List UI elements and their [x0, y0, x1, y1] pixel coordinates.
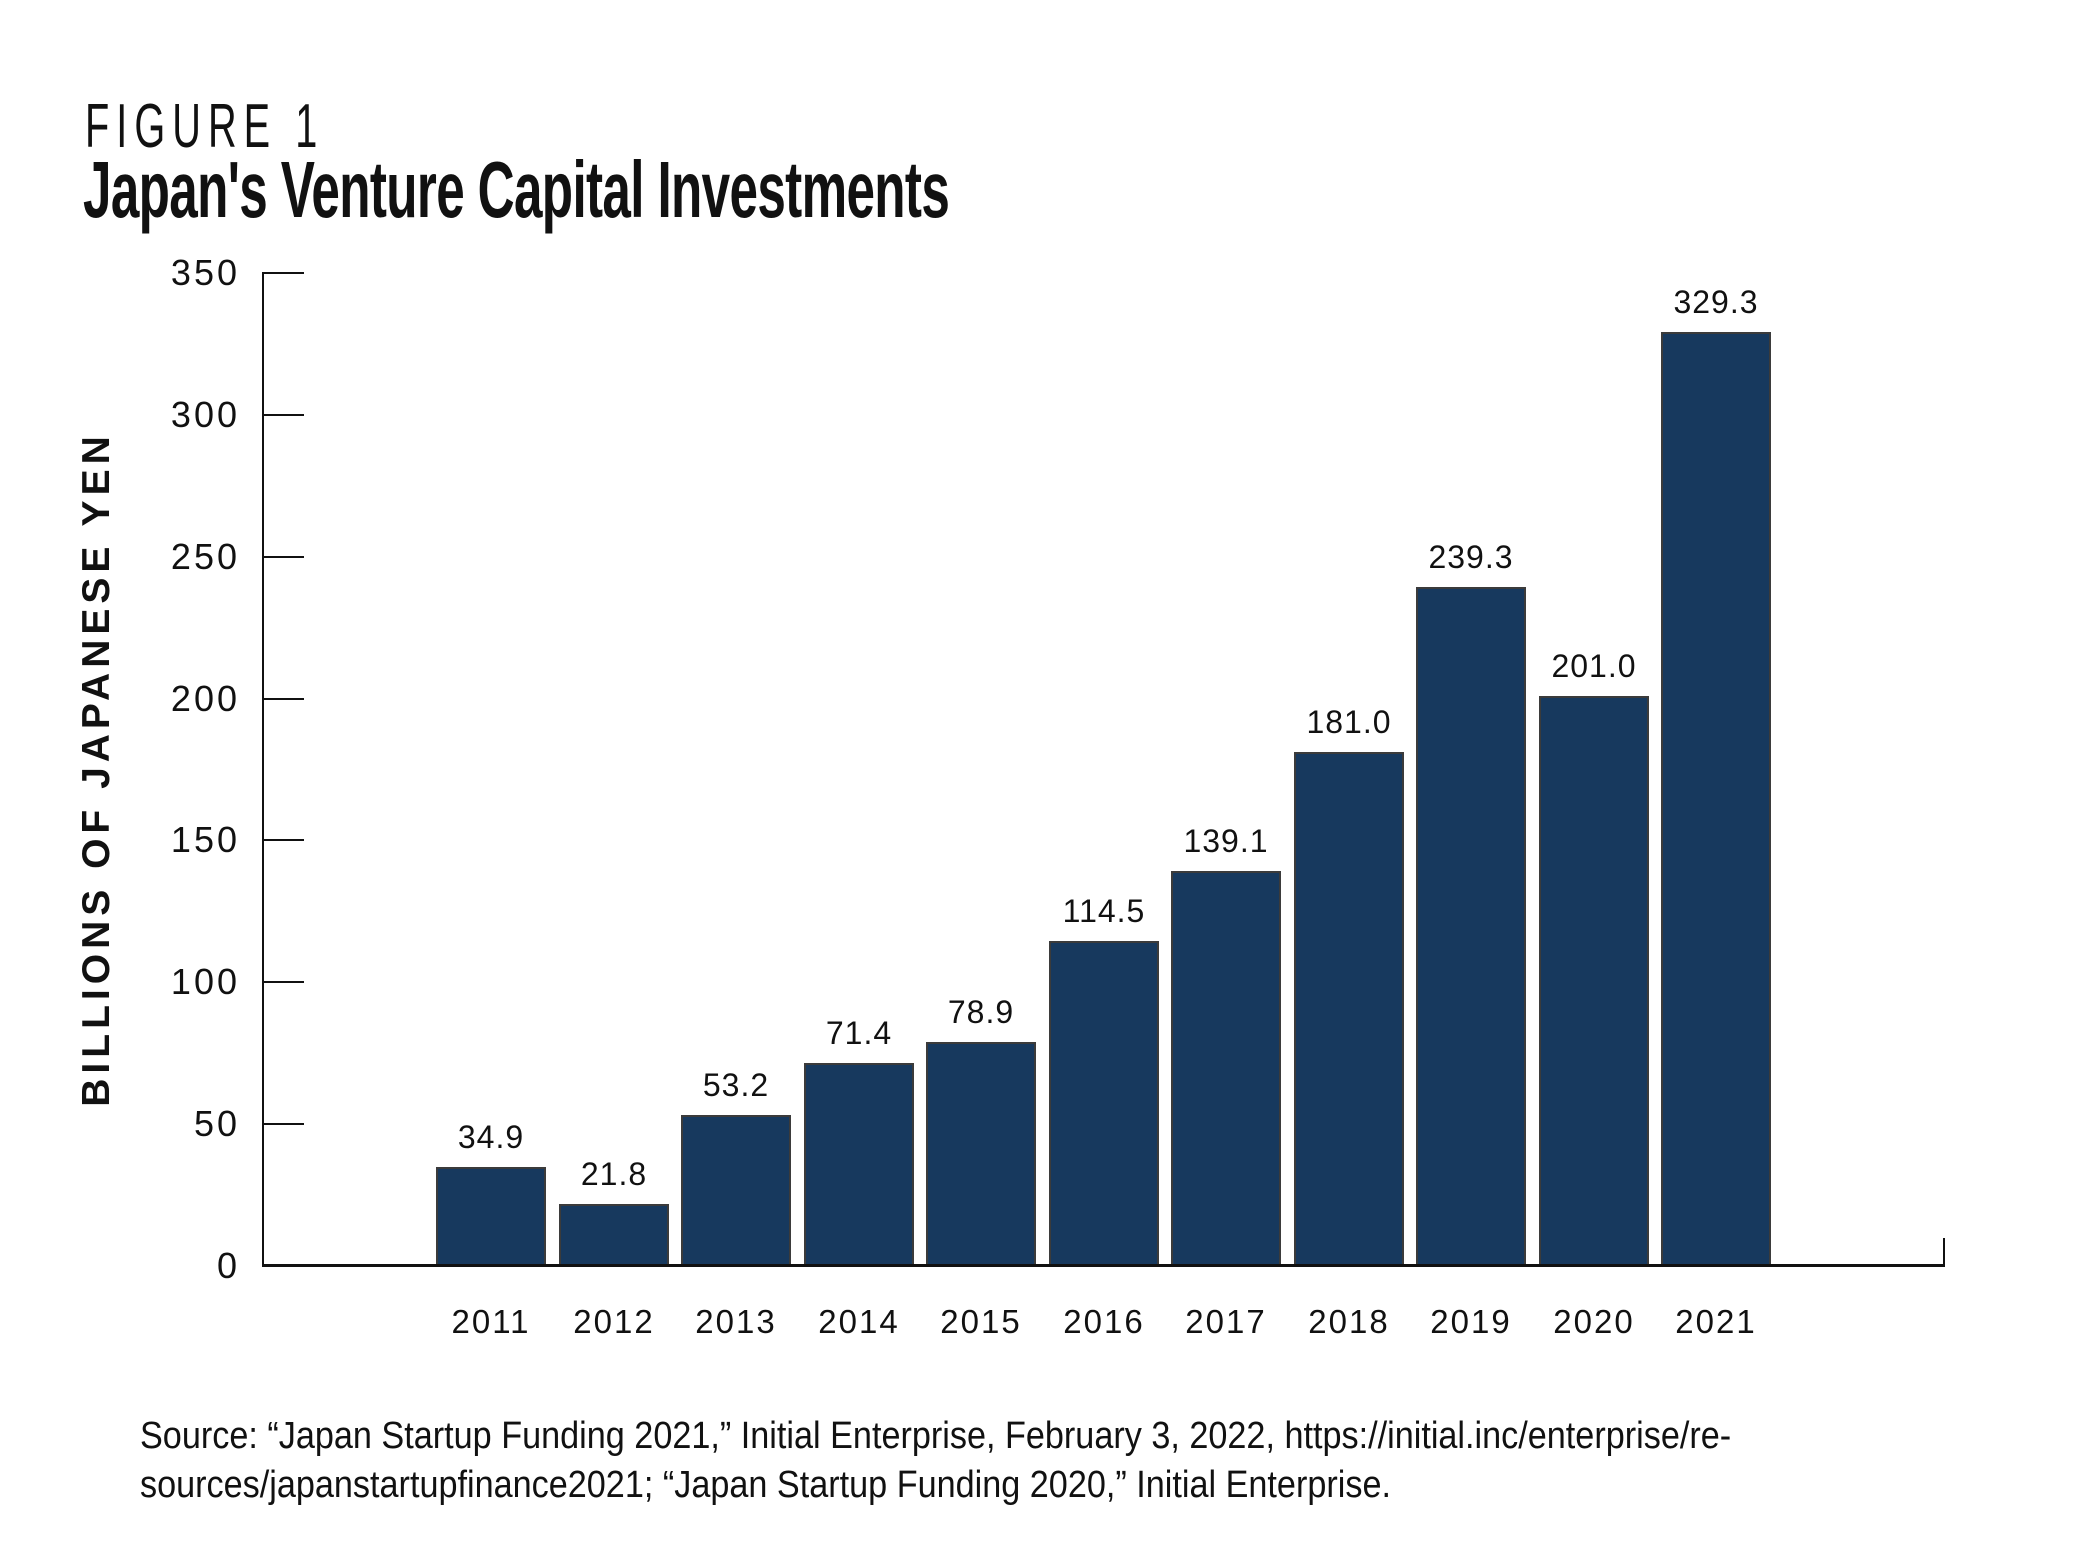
x-axis-end-tick: [1943, 1238, 1945, 1264]
chart-title: Japan's Venture Capital Investments: [83, 145, 950, 234]
y-tick-label-250: 250: [170, 536, 240, 577]
bar-2021: [1661, 332, 1771, 1266]
bar-2015: [926, 1042, 1036, 1266]
bar-value-label-2012: 21.8: [580, 1156, 648, 1192]
bar-value-label-2011: 34.9: [457, 1119, 525, 1155]
bar-2020: [1539, 696, 1649, 1266]
y-tick-350: [262, 272, 304, 274]
y-tick-100: [262, 981, 304, 983]
x-tick-label-2014: 2014: [818, 1303, 900, 1340]
y-tick-150: [262, 839, 304, 841]
bar-2013: [681, 1115, 791, 1266]
bar-value-label-2018: 181.0: [1306, 704, 1392, 740]
x-tick-label-2020: 2020: [1553, 1303, 1635, 1340]
x-tick-label-2021: 2021: [1675, 1303, 1757, 1340]
bar-2019: [1416, 587, 1526, 1266]
x-tick-label-2018: 2018: [1308, 1303, 1390, 1340]
figure-label: FIGURE 1: [85, 92, 325, 161]
source-note: Source: “Japan Startup Funding 2021,” In…: [140, 1412, 1731, 1510]
bar-value-label-2014: 71.4: [825, 1015, 893, 1051]
bar-2011: [436, 1167, 546, 1266]
bar-2016: [1049, 941, 1159, 1266]
bar-value-label-2019: 239.3: [1428, 539, 1514, 575]
x-tick-label-2019: 2019: [1430, 1303, 1512, 1340]
x-tick-label-2012: 2012: [573, 1303, 655, 1340]
y-tick-label-100: 100: [170, 961, 240, 1002]
y-tick-label-200: 200: [170, 678, 240, 719]
bar-value-label-2015: 78.9: [947, 994, 1015, 1030]
x-tick-label-2015: 2015: [940, 1303, 1022, 1340]
bar-2012: [559, 1204, 669, 1266]
bar-value-label-2020: 201.0: [1551, 648, 1637, 684]
bar-2014: [804, 1063, 914, 1266]
y-tick-250: [262, 556, 304, 558]
source-line-2: sources/japanstartupfinance2021; “Japan …: [140, 1464, 1391, 1506]
y-tick-300: [262, 414, 304, 416]
bar-2017: [1171, 871, 1281, 1266]
y-axis-line: [262, 273, 264, 1266]
y-tick-label-350: 350: [170, 252, 240, 293]
x-tick-label-2017: 2017: [1185, 1303, 1267, 1340]
bar-value-label-2016: 114.5: [1062, 893, 1146, 929]
source-line-1: Source: “Japan Startup Funding 2021,” In…: [140, 1415, 1732, 1457]
y-tick-label-0: 0: [216, 1245, 240, 1286]
y-tick-label-50: 50: [193, 1103, 240, 1144]
y-tick-200: [262, 698, 304, 700]
bar-value-label-2017: 139.1: [1183, 823, 1269, 859]
y-tick-label-150: 150: [170, 819, 240, 860]
x-tick-label-2016: 2016: [1063, 1303, 1145, 1340]
bar-2018: [1294, 752, 1404, 1266]
x-axis-line: [262, 1264, 1945, 1267]
bar-value-label-2021: 329.3: [1673, 284, 1759, 320]
bar-value-label-2013: 53.2: [702, 1067, 770, 1103]
x-tick-label-2013: 2013: [695, 1303, 777, 1340]
y-tick-50: [262, 1123, 304, 1125]
y-tick-label-300: 300: [170, 394, 240, 435]
x-tick-label-2011: 2011: [451, 1303, 531, 1340]
